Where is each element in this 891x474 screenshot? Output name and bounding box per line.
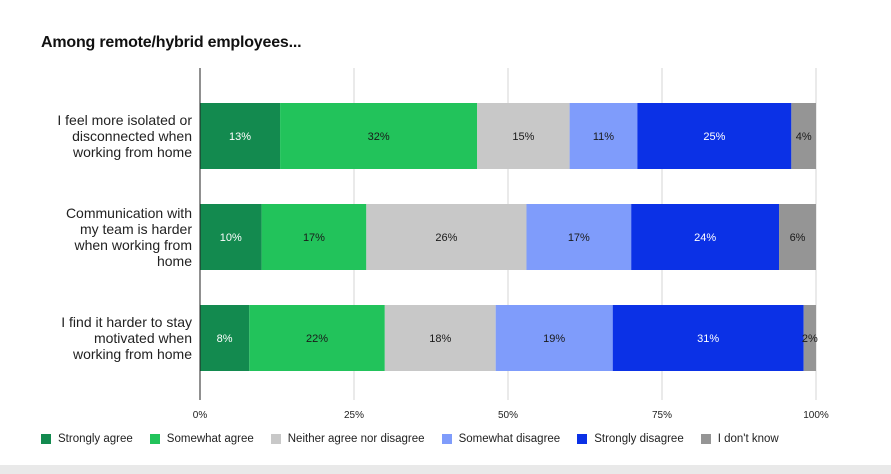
bar-segment [526, 204, 632, 270]
bar-segment [612, 305, 804, 371]
category-label: working from home [72, 144, 192, 160]
bar-segment [280, 103, 478, 169]
data-label: 24% [694, 232, 716, 244]
data-label: 22% [306, 333, 328, 345]
data-label: 19% [543, 333, 565, 345]
data-label: 6% [790, 232, 806, 244]
legend-item: I don't know [700, 433, 779, 445]
bar-segment [366, 204, 527, 270]
bar-segment [200, 305, 250, 371]
data-label: 10% [220, 232, 242, 244]
data-label: 17% [568, 232, 590, 244]
legend-label: Strongly agree [58, 433, 133, 445]
data-label: 31% [697, 333, 719, 345]
category-label: I find it harder to stay [61, 314, 192, 330]
legend-swatch [441, 434, 452, 444]
bar-segment [261, 204, 367, 270]
category-label: disconnected when [72, 128, 192, 144]
data-label: 11% [593, 131, 614, 143]
bar-segment [200, 103, 281, 169]
chart-title: Among remote/hybrid employees... [41, 34, 302, 51]
bar-segment [495, 305, 613, 371]
bar-segment [200, 204, 262, 270]
category-label: home [157, 253, 192, 269]
legend-label: Somewhat disagree [458, 433, 561, 445]
bar-segment [569, 103, 638, 169]
category-label: Communication with [66, 205, 192, 221]
legend-item: Strongly disagree [577, 433, 684, 445]
chart-legend: Strongly agree Somewhat agree Neither agre… [41, 433, 796, 445]
legend-swatch [149, 434, 160, 444]
legend-label: Neither agree nor disagree [287, 433, 425, 445]
category-label: when working from [74, 237, 193, 253]
legend-swatch [577, 434, 588, 444]
legend-label: Somewhat agree [166, 433, 254, 445]
x-tick-label: 75% [652, 410, 672, 421]
bar-segment [779, 204, 816, 270]
data-label: 18% [429, 333, 451, 345]
bar-segment [791, 103, 816, 169]
data-label: 2% [802, 333, 818, 345]
category-label: I feel more isolated or [57, 112, 192, 128]
x-tick-label: 50% [498, 410, 518, 421]
data-label: 25% [703, 131, 725, 143]
bar-segment [249, 305, 385, 371]
category-label: my team is harder [80, 221, 192, 237]
data-label: 8% [217, 333, 233, 345]
legend-item: Neither agree nor disagree [270, 433, 425, 445]
bar-segment [637, 103, 792, 169]
data-label: 4% [796, 131, 812, 143]
data-label: 32% [368, 131, 390, 143]
x-tick-label: 100% [803, 410, 829, 421]
legend-swatch [41, 434, 51, 444]
legend-label: I don't know [717, 433, 779, 445]
legend-item: Strongly agree [41, 433, 133, 445]
bar-segment [384, 305, 496, 371]
bottom-scroll-area [0, 465, 891, 474]
category-label: working from home [72, 346, 192, 362]
x-tick-label: 0% [193, 410, 208, 421]
legend-item: Somewhat agree [149, 433, 254, 445]
category-label: motivated when [94, 330, 192, 346]
legend-label: Strongly disagree [594, 433, 684, 445]
legend-item: Somewhat disagree [441, 433, 561, 445]
legend-swatch [700, 434, 711, 444]
bar-segment [477, 103, 570, 169]
data-label: 15% [512, 131, 534, 143]
bar-segment [631, 204, 780, 270]
bar-chart: 13% 32% 15% 11% 25% 4% I feel more isolated or… [57, 68, 829, 421]
data-label: 26% [435, 232, 457, 244]
legend-swatch [270, 434, 281, 444]
x-tick-label: 25% [344, 410, 364, 421]
bar-segment [803, 305, 816, 371]
data-label: 13% [229, 131, 251, 143]
data-label: 17% [303, 232, 325, 244]
